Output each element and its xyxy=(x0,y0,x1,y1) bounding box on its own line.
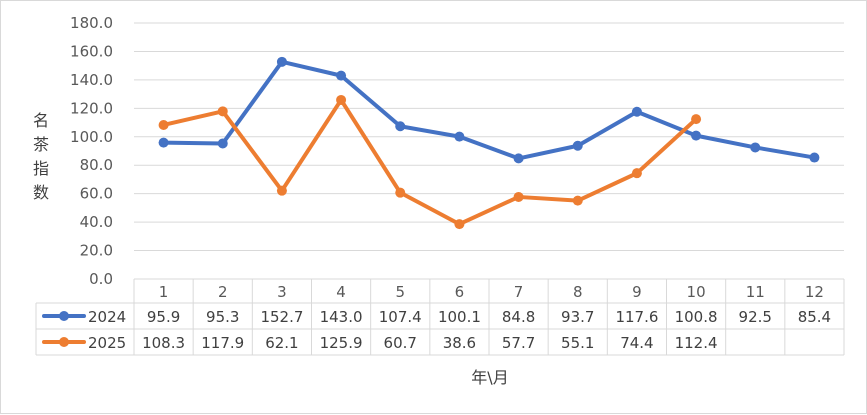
x-tick-label: 4 xyxy=(336,283,346,301)
data-point xyxy=(631,168,642,179)
data-point xyxy=(513,153,524,164)
legend-key-2025 xyxy=(42,337,86,347)
data-point xyxy=(276,56,287,67)
legend-marker xyxy=(59,337,69,347)
data-label: 117.9 xyxy=(201,334,244,352)
data-label: 152.7 xyxy=(260,308,303,326)
data-label: 107.4 xyxy=(379,308,422,326)
data-point xyxy=(631,106,642,117)
data-point xyxy=(454,131,465,142)
legend-key-2024 xyxy=(42,311,86,321)
data-point xyxy=(691,114,702,125)
data-point xyxy=(572,140,583,151)
data-point xyxy=(454,219,465,230)
data-label: 92.5 xyxy=(739,308,772,326)
data-point xyxy=(217,138,228,149)
data-label: 108.3 xyxy=(142,334,185,352)
data-label: 84.8 xyxy=(502,308,535,326)
data-point xyxy=(158,119,169,130)
data-point xyxy=(572,195,583,206)
data-point xyxy=(513,191,524,202)
x-tick-label: 2 xyxy=(218,283,228,301)
y-axis-label-char: 数 xyxy=(33,183,49,202)
data-label: 100.8 xyxy=(675,308,718,326)
data-point xyxy=(750,142,761,153)
data-label: 95.3 xyxy=(206,308,239,326)
gridlines xyxy=(134,22,844,280)
y-tick-label: 20.0 xyxy=(80,242,113,260)
y-tick-label: 0.0 xyxy=(89,270,113,288)
series-2024 xyxy=(158,56,820,164)
x-tick-label: 10 xyxy=(687,283,706,301)
y-tick-label: 180.0 xyxy=(70,14,113,32)
y-tick-label: 160.0 xyxy=(70,42,113,60)
data-label: 38.6 xyxy=(443,334,476,352)
data-point xyxy=(809,152,820,163)
data-point xyxy=(691,130,702,141)
data-label: 93.7 xyxy=(561,308,594,326)
data-label: 143.0 xyxy=(320,308,363,326)
y-axis-ticks: 0.0 20.0 40.0 60.0 80.0 100.0 120.0 140.0 160.0 1… xyxy=(70,14,113,288)
data-label: 100.1 xyxy=(438,308,481,326)
data-point xyxy=(217,106,228,117)
y-axis-label-char: 指 xyxy=(33,159,49,178)
y-tick-label: 100.0 xyxy=(70,128,113,146)
data-label: 95.9 xyxy=(147,308,180,326)
data-point xyxy=(336,94,347,105)
data-label: 74.4 xyxy=(620,334,653,352)
x-tick-label: 7 xyxy=(514,283,524,301)
x-tick-label: 6 xyxy=(455,283,465,301)
x-tick-label: 12 xyxy=(805,283,824,301)
data-label: 125.9 xyxy=(320,334,363,352)
x-tick-label: 1 xyxy=(159,283,169,301)
data-point xyxy=(276,185,287,196)
series-2025 xyxy=(158,94,702,230)
legend-label: 2024 xyxy=(88,308,126,326)
x-tick-label: 5 xyxy=(395,283,405,301)
x-tick-label: 9 xyxy=(632,283,642,301)
legend-label: 2025 xyxy=(88,334,126,352)
series-line xyxy=(161,97,699,227)
y-axis-label-char: 名 xyxy=(33,111,49,130)
data-point xyxy=(395,121,406,132)
x-axis-label: 年\月 xyxy=(471,368,508,387)
y-tick-label: 120.0 xyxy=(70,99,113,117)
data-label: 57.7 xyxy=(502,334,535,352)
data-label: 62.1 xyxy=(265,334,298,352)
data-label: 60.7 xyxy=(384,334,417,352)
legend-marker xyxy=(59,311,69,321)
y-tick-label: 60.0 xyxy=(80,185,113,203)
data-point xyxy=(158,137,169,148)
data-point xyxy=(336,70,347,81)
y-tick-label: 80.0 xyxy=(80,156,113,174)
y-axis-label-char: 茶 xyxy=(33,135,49,154)
data-label: 55.1 xyxy=(561,334,594,352)
data-point xyxy=(395,187,406,198)
data-label: 112.4 xyxy=(675,334,718,352)
series-lines xyxy=(158,56,820,230)
series-line xyxy=(161,59,817,161)
y-tick-label: 140.0 xyxy=(70,71,113,89)
y-tick-label: 40.0 xyxy=(80,213,113,231)
data-label: 117.6 xyxy=(615,308,658,326)
x-tick-label: 8 xyxy=(573,283,583,301)
data-label: 85.4 xyxy=(798,308,831,326)
x-tick-label: 11 xyxy=(746,283,765,301)
x-tick-label: 3 xyxy=(277,283,287,301)
